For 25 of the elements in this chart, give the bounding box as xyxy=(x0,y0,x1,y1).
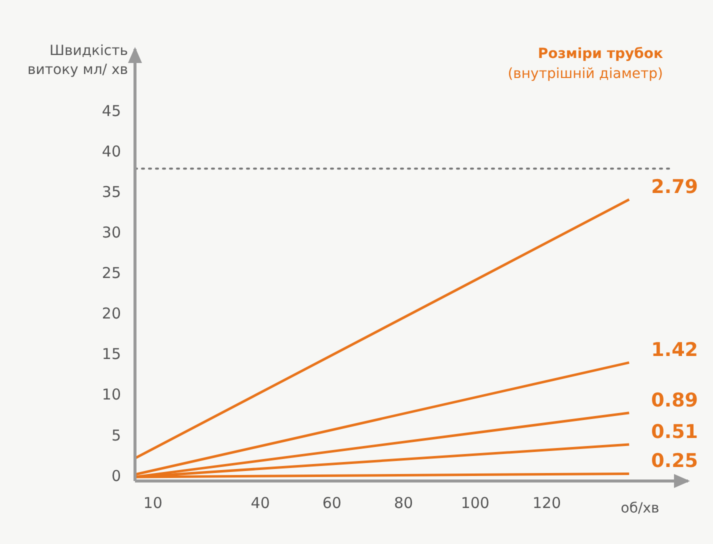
x-tick-label: 100 xyxy=(460,494,490,512)
legend-title: Розміри трубок xyxy=(538,46,663,62)
series-label: 0.51 xyxy=(651,420,698,443)
annotation: (внутрішній діаметр) xyxy=(508,65,663,84)
y-tick-label: 35 xyxy=(102,182,121,201)
y-tick-label: 20 xyxy=(102,304,121,323)
y-axis-title: Швидкість витоку мл/ хв xyxy=(26,42,128,80)
x-tick-label: 40 xyxy=(250,494,270,512)
y-tick-label: 10 xyxy=(102,386,121,404)
y-tick-label: 15 xyxy=(102,345,121,364)
x-tick-label: 80 xyxy=(394,494,414,512)
y-tick-label: 30 xyxy=(102,223,121,242)
y-tick-label: 45 xyxy=(102,102,121,120)
x-tick-label: 120 xyxy=(532,494,562,512)
x-tick-label: 10 xyxy=(143,494,162,512)
series-label: 1.42 xyxy=(651,339,698,361)
x-tick-label: 60 xyxy=(322,494,342,512)
series-label: 0.25 xyxy=(651,450,698,472)
y-tick-label: 0 xyxy=(111,466,121,485)
series-label: 0.89 xyxy=(651,389,698,412)
y-tick-label: 40 xyxy=(102,142,121,160)
x-axis-title: об/хв xyxy=(620,500,660,517)
y-tick-label: 25 xyxy=(102,264,121,282)
series-label: 2.79 xyxy=(651,176,698,198)
y-tick-label: 5 xyxy=(111,426,121,444)
